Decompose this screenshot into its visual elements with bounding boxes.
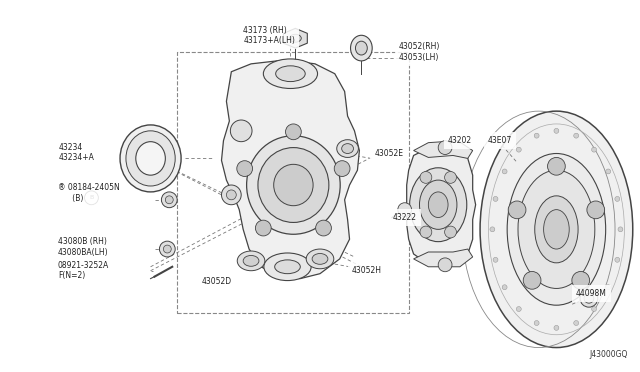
Circle shape bbox=[573, 133, 579, 138]
Text: 43052(RH)
43053(LH): 43052(RH) 43053(LH) bbox=[399, 42, 440, 62]
Circle shape bbox=[554, 128, 559, 133]
Text: 08921-3252A
F(N=2): 08921-3252A F(N=2) bbox=[58, 261, 109, 280]
Circle shape bbox=[159, 241, 175, 257]
Circle shape bbox=[490, 227, 495, 232]
Circle shape bbox=[255, 220, 271, 236]
Ellipse shape bbox=[419, 180, 457, 230]
Circle shape bbox=[221, 185, 241, 205]
Circle shape bbox=[516, 147, 521, 152]
Ellipse shape bbox=[237, 251, 265, 271]
Ellipse shape bbox=[246, 136, 340, 234]
Ellipse shape bbox=[355, 41, 367, 55]
Circle shape bbox=[237, 161, 253, 176]
Circle shape bbox=[618, 227, 623, 232]
Circle shape bbox=[163, 245, 172, 253]
Circle shape bbox=[316, 220, 332, 236]
Circle shape bbox=[502, 169, 507, 174]
Ellipse shape bbox=[410, 168, 467, 242]
Circle shape bbox=[615, 196, 620, 201]
Circle shape bbox=[445, 171, 456, 183]
Text: 43222: 43222 bbox=[393, 213, 417, 222]
Ellipse shape bbox=[342, 144, 353, 154]
Text: 43052D: 43052D bbox=[202, 277, 232, 286]
Circle shape bbox=[502, 285, 507, 290]
Text: 43173 (RH)
43173+A(LH): 43173 (RH) 43173+A(LH) bbox=[243, 26, 295, 45]
Ellipse shape bbox=[337, 140, 358, 157]
Text: 43202: 43202 bbox=[448, 136, 472, 145]
Bar bbox=[177, 52, 409, 313]
Text: B: B bbox=[90, 195, 93, 200]
Circle shape bbox=[334, 161, 350, 176]
Ellipse shape bbox=[312, 253, 328, 264]
Polygon shape bbox=[284, 28, 307, 48]
Ellipse shape bbox=[518, 170, 595, 288]
Circle shape bbox=[445, 226, 456, 238]
Ellipse shape bbox=[543, 210, 569, 249]
Circle shape bbox=[165, 196, 173, 204]
Text: 43080B (RH)
43080BA(LH): 43080B (RH) 43080BA(LH) bbox=[58, 237, 109, 257]
Circle shape bbox=[161, 192, 177, 208]
Circle shape bbox=[605, 285, 611, 290]
Circle shape bbox=[548, 157, 565, 175]
Ellipse shape bbox=[480, 111, 633, 347]
Circle shape bbox=[420, 171, 432, 183]
Circle shape bbox=[398, 203, 412, 217]
Circle shape bbox=[516, 307, 521, 311]
Circle shape bbox=[493, 257, 498, 262]
Polygon shape bbox=[221, 60, 360, 279]
Circle shape bbox=[573, 321, 579, 326]
Circle shape bbox=[438, 141, 452, 154]
Text: 43234
43234+A: 43234 43234+A bbox=[59, 143, 95, 162]
Ellipse shape bbox=[274, 164, 313, 206]
Circle shape bbox=[534, 133, 539, 138]
Ellipse shape bbox=[507, 154, 605, 305]
Text: J43000GQ: J43000GQ bbox=[589, 350, 627, 359]
Circle shape bbox=[438, 258, 452, 272]
Circle shape bbox=[534, 321, 539, 326]
Ellipse shape bbox=[120, 125, 181, 192]
Ellipse shape bbox=[535, 196, 578, 263]
Circle shape bbox=[227, 190, 236, 200]
Text: ® 08184-2405N
      (B): ® 08184-2405N (B) bbox=[58, 183, 120, 203]
Ellipse shape bbox=[136, 142, 165, 175]
Circle shape bbox=[584, 294, 594, 303]
Circle shape bbox=[420, 226, 432, 238]
Polygon shape bbox=[413, 141, 473, 158]
Circle shape bbox=[230, 120, 252, 142]
Ellipse shape bbox=[263, 59, 317, 89]
Ellipse shape bbox=[428, 192, 448, 218]
Text: 43052H: 43052H bbox=[351, 266, 381, 275]
Text: 43E07: 43E07 bbox=[488, 136, 512, 145]
Circle shape bbox=[580, 289, 598, 307]
Ellipse shape bbox=[306, 249, 334, 269]
Text: 43052E: 43052E bbox=[374, 149, 403, 158]
Circle shape bbox=[554, 326, 559, 330]
Circle shape bbox=[285, 124, 301, 140]
Text: 44098M: 44098M bbox=[576, 289, 607, 298]
Polygon shape bbox=[413, 249, 473, 267]
Ellipse shape bbox=[351, 35, 372, 61]
Ellipse shape bbox=[275, 260, 300, 274]
Circle shape bbox=[572, 272, 589, 289]
Ellipse shape bbox=[289, 34, 301, 42]
Ellipse shape bbox=[258, 148, 329, 222]
Circle shape bbox=[591, 147, 596, 152]
Polygon shape bbox=[406, 148, 476, 263]
Circle shape bbox=[508, 201, 526, 219]
Circle shape bbox=[587, 201, 605, 219]
Circle shape bbox=[493, 196, 498, 201]
Circle shape bbox=[605, 169, 611, 174]
Ellipse shape bbox=[126, 131, 175, 186]
Circle shape bbox=[615, 257, 620, 262]
Ellipse shape bbox=[243, 256, 259, 266]
Circle shape bbox=[591, 307, 596, 311]
Ellipse shape bbox=[276, 66, 305, 81]
Circle shape bbox=[524, 272, 541, 289]
Ellipse shape bbox=[264, 253, 311, 280]
